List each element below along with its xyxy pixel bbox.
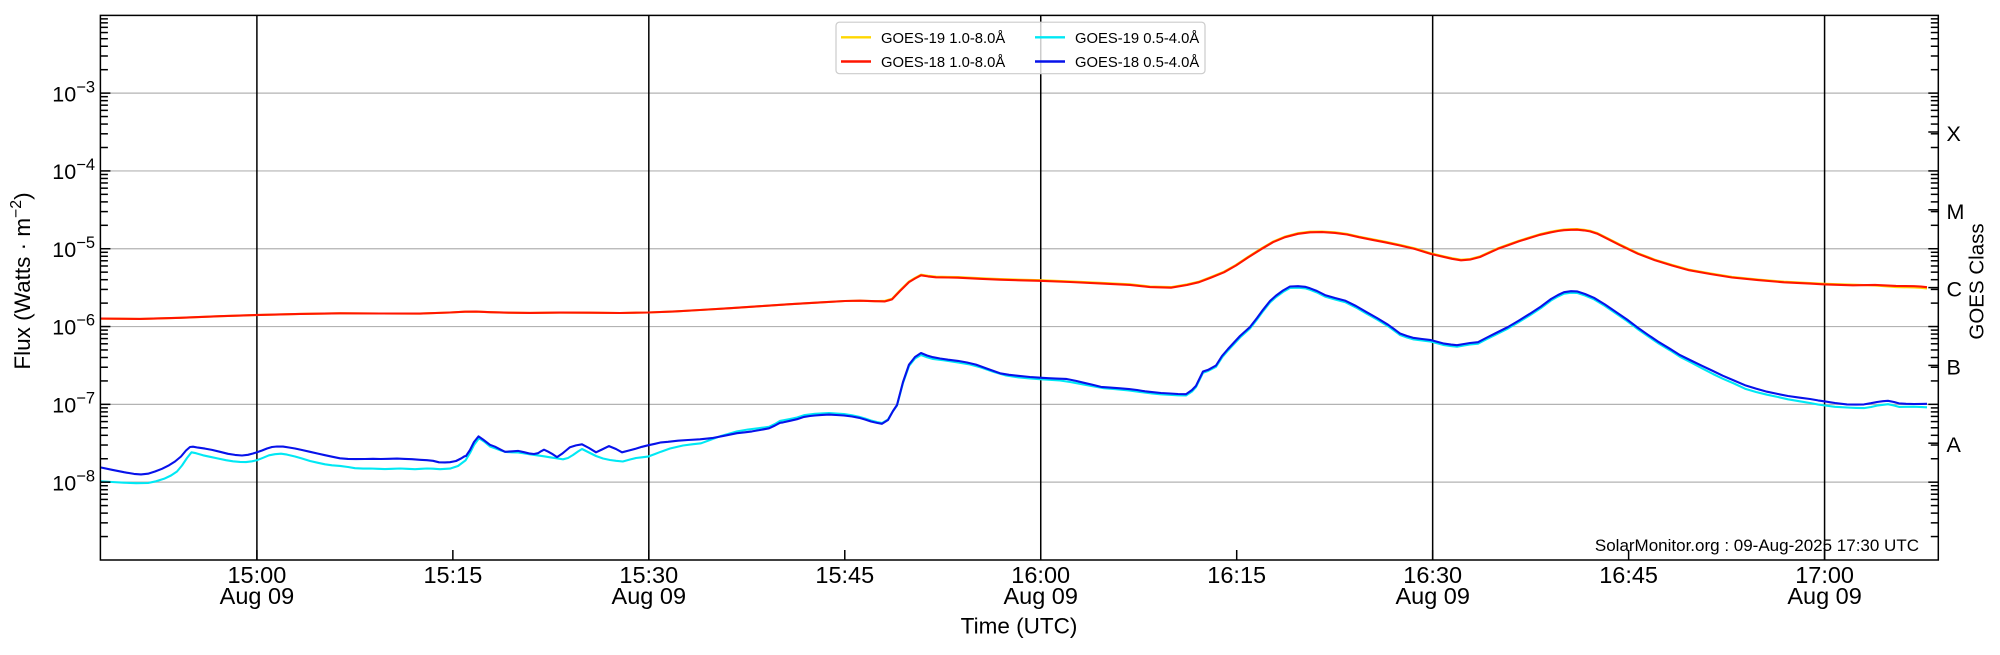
svg-text:16:00: 16:00	[1011, 562, 1070, 588]
svg-text:Flux (Watts · m−2): Flux (Watts · m−2)	[8, 192, 35, 369]
svg-text:15:30: 15:30	[619, 562, 678, 588]
svg-text:Aug 09: Aug 09	[612, 583, 686, 609]
svg-text:16:15: 16:15	[1207, 562, 1266, 588]
svg-text:GOES-19 1.0-8.0Å: GOES-19 1.0-8.0Å	[881, 30, 1005, 47]
svg-text:B: B	[1947, 355, 1961, 379]
svg-text:Aug 09: Aug 09	[1003, 583, 1077, 609]
svg-text:Aug 09: Aug 09	[1787, 583, 1861, 609]
svg-text:10−7: 10−7	[52, 390, 95, 418]
svg-text:X: X	[1947, 122, 1961, 146]
svg-text:Aug 09: Aug 09	[220, 583, 294, 609]
svg-text:16:45: 16:45	[1599, 562, 1658, 588]
svg-text:15:00: 15:00	[227, 562, 286, 588]
svg-text:15:15: 15:15	[423, 562, 482, 588]
svg-text:16:30: 16:30	[1403, 562, 1462, 588]
svg-text:C: C	[1947, 278, 1963, 302]
svg-text:17:00: 17:00	[1795, 562, 1854, 588]
svg-text:Time (UTC): Time (UTC)	[961, 614, 1078, 639]
svg-text:GOES-18 1.0-8.0Å: GOES-18 1.0-8.0Å	[881, 54, 1005, 71]
svg-text:GOES-19 0.5-4.0Å: GOES-19 0.5-4.0Å	[1075, 30, 1199, 47]
svg-text:15:45: 15:45	[815, 562, 874, 588]
svg-text:M: M	[1947, 200, 1965, 224]
svg-text:SolarMonitor.org : 09-Aug-2025: SolarMonitor.org : 09-Aug-2025 17:30 UTC	[1595, 536, 1919, 555]
svg-text:GOES-18 0.5-4.0Å: GOES-18 0.5-4.0Å	[1075, 54, 1199, 71]
svg-text:GOES Class: GOES Class	[1966, 223, 1989, 339]
svg-text:A: A	[1947, 433, 1962, 457]
svg-text:Aug 09: Aug 09	[1395, 583, 1469, 609]
